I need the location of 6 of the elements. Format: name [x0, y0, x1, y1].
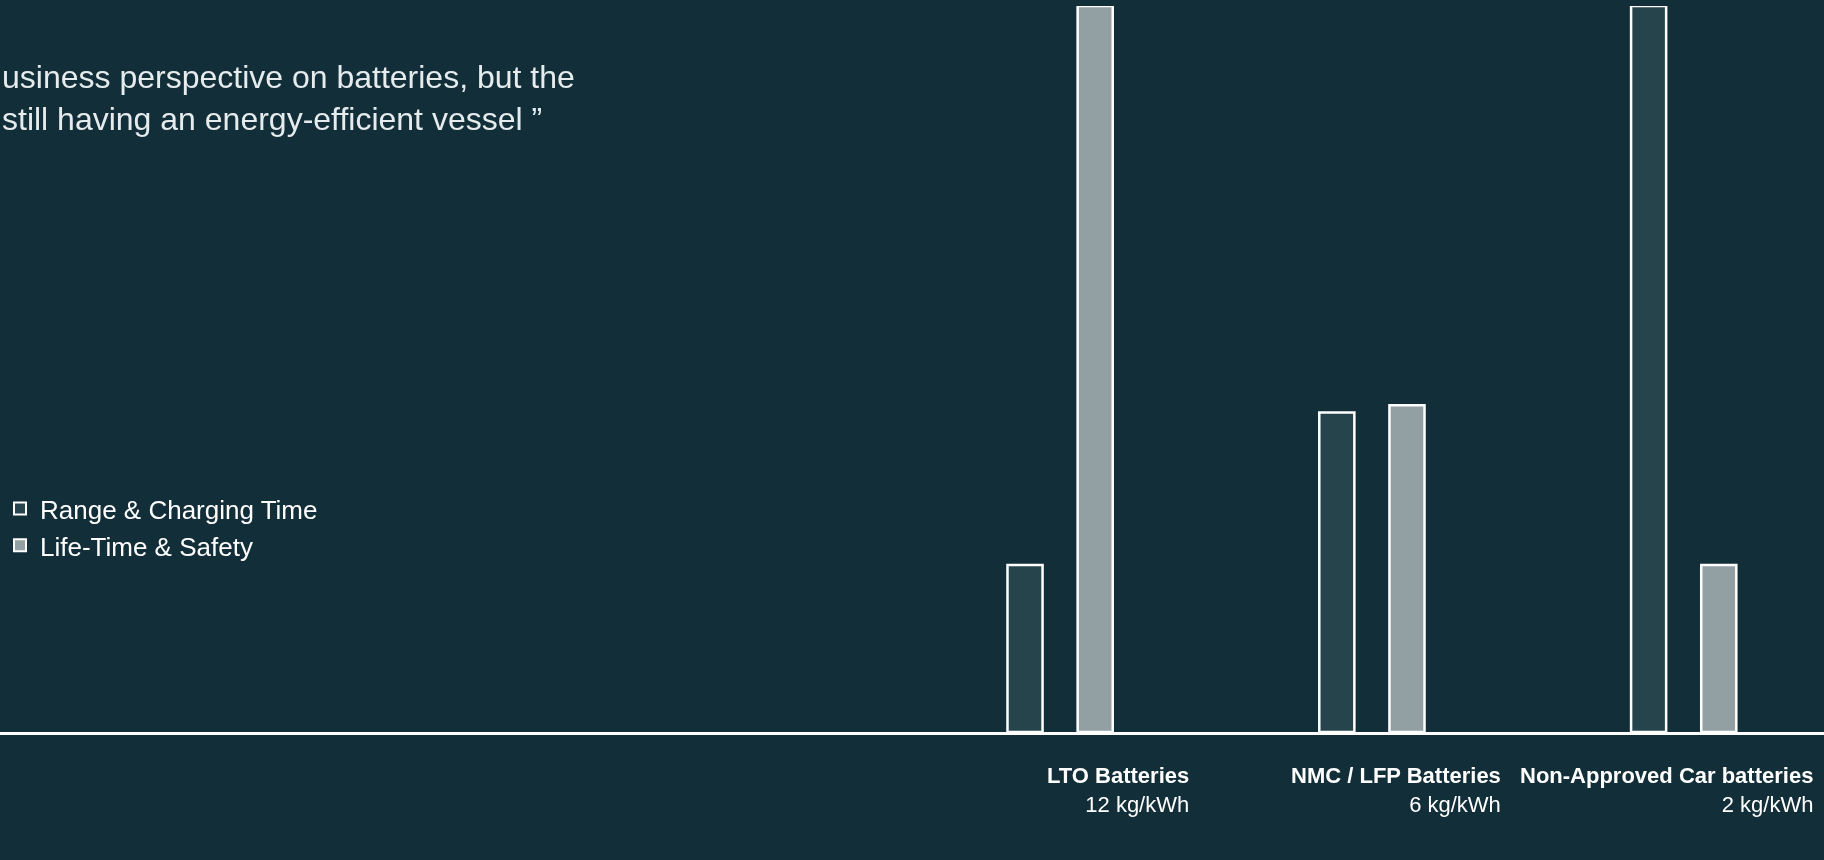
x-tick-label: LTO Batteries 12 kg/kWh: [1047, 763, 1190, 817]
legend-label: Life-Time & Safety: [40, 531, 253, 562]
text: usiness perspective on batteries, but the still having an energy-efficient vessel ”: [2, 59, 575, 137]
x-tick-label: NMC / LFP Batteries 6 kg/kWh: [1291, 763, 1501, 817]
x-tick-label: Non-Approved Car batteries 2 kg/kWh: [1520, 763, 1814, 817]
legend-label: Range & Charging Time: [40, 494, 318, 525]
